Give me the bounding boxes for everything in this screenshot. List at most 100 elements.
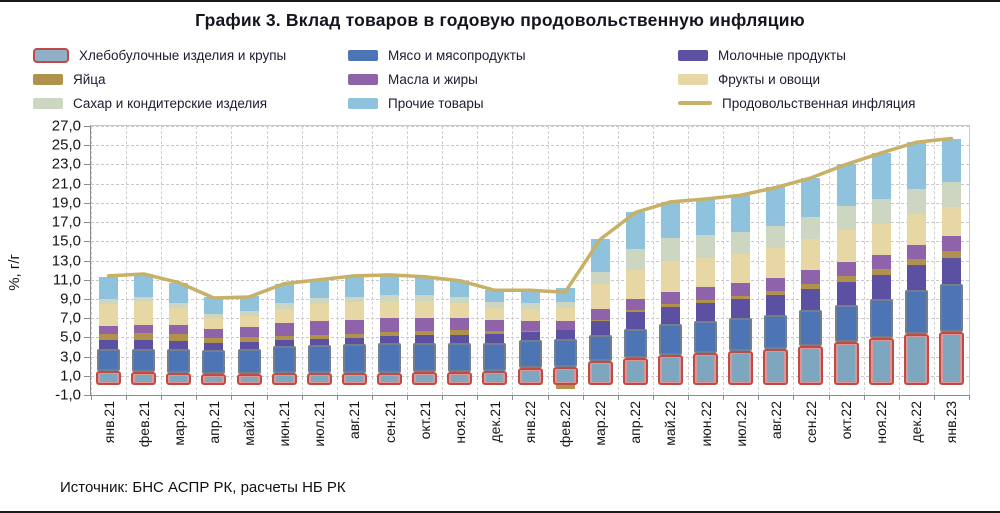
gridline-vertical: [582, 126, 584, 395]
x-tick-mark: [969, 395, 970, 400]
bar-segment-bread-fill: [732, 353, 750, 383]
bar-segment-bread: [517, 368, 543, 386]
bar-segment-5: [731, 253, 751, 283]
bar-segment-bread: [903, 334, 929, 386]
legend-item: Масла и жиры: [348, 68, 526, 90]
gridline-vertical: [161, 126, 163, 395]
gridline-vertical: [688, 126, 690, 395]
gridline-vertical: [793, 126, 795, 395]
bar-segment-3: [625, 310, 645, 313]
bar-segment-5: [555, 308, 575, 321]
bar-segment-6: [696, 234, 716, 258]
bar-segment-6: [485, 302, 505, 308]
bar-segment-bread-fill: [767, 351, 785, 383]
bar-segment-6: [239, 311, 259, 316]
bar-segment-6: [731, 231, 751, 254]
y-tick-label: 1,0: [60, 367, 81, 385]
bar-segment-6: [590, 271, 610, 285]
y-tick-label: 9,0: [60, 290, 81, 308]
x-tick-label: сен.21: [372, 401, 407, 467]
bar-segment-4: [344, 319, 364, 334]
gridline-vertical: [442, 126, 444, 395]
bar-segment-1: [413, 342, 437, 373]
bar-segment-6: [415, 295, 435, 301]
gridline-vertical: [336, 126, 338, 395]
bar-segment-7: [836, 164, 856, 207]
x-tick-label-text: июн.22: [697, 401, 714, 447]
bar-segment-3: [274, 335, 294, 341]
bar-segment-bread: [868, 338, 894, 386]
bar-segment-1: [553, 339, 577, 368]
x-tick-mark: [652, 395, 654, 400]
x-tick-label-text: апр.21: [205, 401, 222, 444]
bar-segment-3: [485, 331, 505, 335]
x-tick-label: апр.21: [196, 401, 231, 467]
bar-segment-bread-fill: [205, 377, 223, 383]
legend-label: Яйца: [73, 71, 106, 87]
legend-item: Продовольственная инфляция: [678, 92, 915, 114]
x-tick-label-text: июл.22: [732, 401, 749, 447]
x-tick-mark: [161, 395, 163, 400]
bar-segment-3: [380, 332, 400, 337]
bar-segment-bread: [412, 372, 438, 386]
legend-swatch-bar: [678, 49, 708, 61]
y-tick-label: 25,0: [51, 136, 81, 154]
bar-segment-7: [906, 142, 926, 189]
bar-segment-6: [871, 199, 891, 224]
y-tick-label: 17,0: [51, 213, 81, 231]
bar-segment-bread: [96, 371, 122, 386]
bar-segment-1: [132, 348, 156, 372]
x-tick-label: июл.21: [302, 401, 337, 467]
bar-segment-7: [450, 280, 470, 297]
gridline-vertical: [512, 126, 514, 395]
bar-segment-5: [344, 302, 364, 320]
bar-segment-5: [134, 301, 154, 325]
bar-segment-7: [274, 283, 294, 304]
x-tick-label-text: авг.22: [767, 401, 784, 440]
x-tick-mark: [301, 395, 303, 400]
bar-segment-4: [660, 292, 680, 305]
x-tick-label: окт.21: [407, 401, 442, 467]
bar-segment-5: [204, 317, 224, 329]
bar-segment-bread-fill: [591, 364, 609, 383]
bar-segment-4: [204, 328, 224, 338]
bar-segment-bread-fill: [345, 376, 363, 383]
bar-segment-7: [344, 275, 364, 297]
bar-segment-7: [941, 139, 961, 182]
bar-segment-bread: [798, 346, 824, 386]
bar-segment-1: [764, 315, 788, 349]
bar-segment-1: [694, 321, 718, 353]
bar-segment-5: [415, 300, 435, 318]
bar-segment-7: [871, 152, 891, 200]
bar-segment-5: [625, 270, 645, 299]
bar-segment-7: [485, 290, 505, 303]
bar-segment-3: [871, 269, 891, 275]
legend-swatch-bread: [33, 47, 69, 63]
bar-segment-6: [99, 298, 119, 304]
bar-segment-2: [520, 331, 540, 341]
y-tick-mark: [84, 298, 91, 300]
plot-area: 27,0 25,0 23,0 21,0 19,0 17,0 15,0 13,0 11,0 9,0 7…: [52, 118, 970, 447]
bar-segment-bread-fill: [661, 357, 679, 383]
y-tick-label: 5,0: [60, 328, 81, 346]
bar-segment-4: [941, 236, 961, 251]
x-tick-label: окт.22: [829, 401, 864, 467]
bar-segment-5: [906, 213, 926, 245]
bar-segment-bread-fill: [240, 376, 258, 383]
y-tick-label: 7,0: [60, 309, 81, 327]
bar-segment-4: [169, 325, 189, 334]
y-tick-label: 13,0: [51, 252, 81, 269]
x-tick-label: июл.22: [723, 401, 758, 467]
bar-segment-2: [274, 340, 294, 347]
gridline-vertical: [617, 126, 619, 395]
x-tick-label: ноя.22: [864, 401, 899, 467]
y-tick-label: 19,0: [51, 194, 81, 212]
x-tick-mark: [512, 395, 514, 400]
bar-segment-bread: [587, 361, 613, 386]
bar-segment-4: [239, 327, 259, 338]
bar-segment-5: [660, 261, 680, 293]
gridline-vertical: [266, 126, 268, 395]
x-tick-label: июн.21: [267, 401, 302, 467]
x-tick-mark: [196, 395, 198, 400]
bar-segment-2: [309, 338, 329, 345]
